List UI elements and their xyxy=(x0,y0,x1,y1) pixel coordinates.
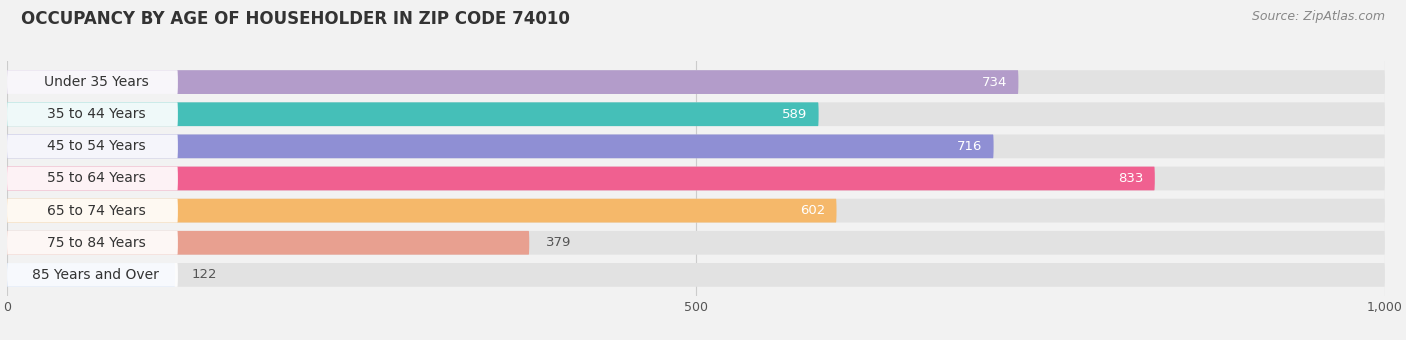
FancyBboxPatch shape xyxy=(7,263,179,287)
FancyBboxPatch shape xyxy=(7,70,1018,94)
FancyBboxPatch shape xyxy=(7,231,529,255)
Text: 589: 589 xyxy=(782,108,807,121)
FancyBboxPatch shape xyxy=(7,231,179,255)
FancyBboxPatch shape xyxy=(7,167,1154,190)
FancyBboxPatch shape xyxy=(7,70,1385,94)
Text: 122: 122 xyxy=(191,268,217,282)
Text: 45 to 54 Years: 45 to 54 Years xyxy=(46,139,145,153)
Text: 602: 602 xyxy=(800,204,825,217)
Text: OCCUPANCY BY AGE OF HOUSEHOLDER IN ZIP CODE 74010: OCCUPANCY BY AGE OF HOUSEHOLDER IN ZIP C… xyxy=(21,10,569,28)
FancyBboxPatch shape xyxy=(7,199,179,222)
FancyBboxPatch shape xyxy=(7,199,837,222)
Text: 85 Years and Over: 85 Years and Over xyxy=(32,268,159,282)
Text: 379: 379 xyxy=(546,236,571,249)
FancyBboxPatch shape xyxy=(7,231,1385,255)
FancyBboxPatch shape xyxy=(7,135,994,158)
Text: 55 to 64 Years: 55 to 64 Years xyxy=(46,171,145,186)
Text: 833: 833 xyxy=(1118,172,1144,185)
FancyBboxPatch shape xyxy=(7,263,1385,287)
Text: 35 to 44 Years: 35 to 44 Years xyxy=(46,107,145,121)
FancyBboxPatch shape xyxy=(7,102,1385,126)
FancyBboxPatch shape xyxy=(7,70,179,94)
FancyBboxPatch shape xyxy=(7,135,179,158)
Text: Under 35 Years: Under 35 Years xyxy=(44,75,148,89)
FancyBboxPatch shape xyxy=(7,102,818,126)
Text: 734: 734 xyxy=(981,75,1007,89)
FancyBboxPatch shape xyxy=(7,102,179,126)
FancyBboxPatch shape xyxy=(7,199,1385,222)
Text: 65 to 74 Years: 65 to 74 Years xyxy=(46,204,145,218)
Text: 75 to 84 Years: 75 to 84 Years xyxy=(46,236,145,250)
FancyBboxPatch shape xyxy=(7,135,1385,158)
Text: 716: 716 xyxy=(957,140,983,153)
FancyBboxPatch shape xyxy=(7,167,1385,190)
FancyBboxPatch shape xyxy=(7,167,179,190)
FancyBboxPatch shape xyxy=(7,263,176,287)
Text: Source: ZipAtlas.com: Source: ZipAtlas.com xyxy=(1251,10,1385,23)
